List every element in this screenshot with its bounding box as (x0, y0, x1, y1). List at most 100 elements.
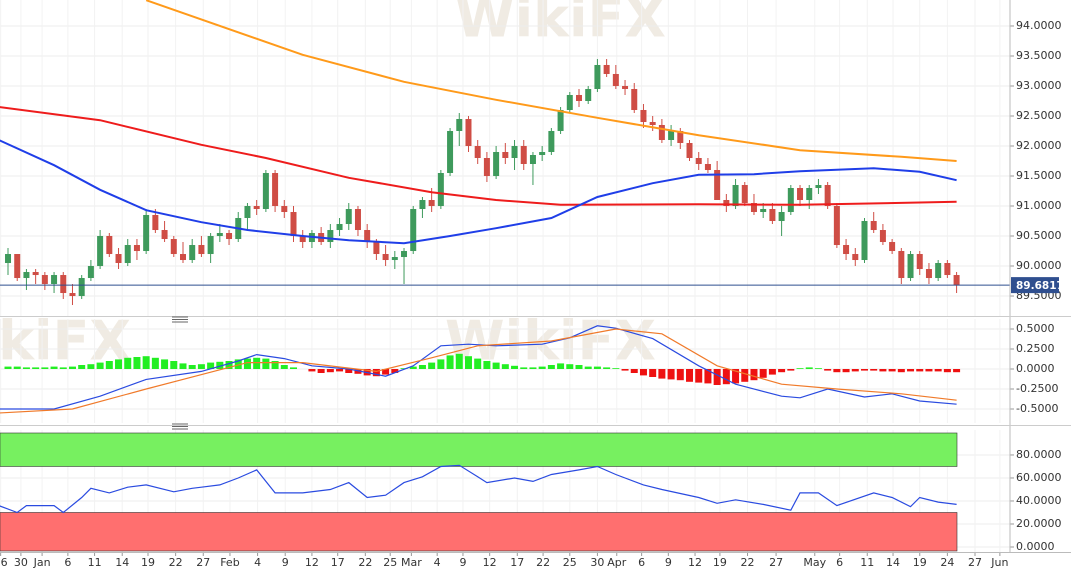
x-tick-label: 12 (483, 556, 497, 569)
candle-body (474, 145, 481, 158)
x-tick-label: 30 (590, 556, 604, 569)
candle-body (833, 206, 840, 246)
x-tick-label: 6 (64, 556, 71, 569)
histogram-bar (382, 369, 390, 375)
y-tick-label: 92.0000 (1016, 139, 1062, 152)
histogram-bar (87, 364, 95, 369)
candle-body (299, 236, 306, 243)
candle-body (170, 239, 177, 255)
histogram-bar (732, 369, 740, 384)
x-tick-label: 22 (358, 556, 372, 569)
candle-body (493, 151, 500, 177)
candle-body (253, 206, 260, 210)
histogram-bar (529, 367, 537, 369)
y-tick-label: 91.0000 (1016, 199, 1062, 212)
histogram-bar (243, 358, 251, 369)
histogram-bar (50, 366, 58, 369)
watermark: WikiFX (455, 0, 666, 50)
histogram-bar (32, 367, 40, 369)
histogram-bar (750, 369, 758, 381)
candle-body (447, 130, 454, 174)
x-tick-label: 9 (665, 556, 672, 569)
candle-body (750, 203, 757, 213)
histogram-bar (207, 362, 215, 369)
candle-body (345, 209, 352, 225)
candle-body (244, 206, 251, 219)
histogram-bar (179, 363, 187, 369)
candle-body (870, 221, 877, 231)
histogram-bar (584, 366, 592, 369)
candle-body (898, 251, 905, 279)
candle-body (161, 230, 168, 240)
histogram-bar (464, 356, 472, 369)
histogram-bar (78, 365, 86, 369)
candle-body (179, 254, 186, 261)
candle-body (778, 212, 785, 222)
y-tick-label: 90.0000 (1016, 259, 1062, 272)
histogram-bar (778, 369, 786, 373)
candle-body (354, 209, 361, 231)
histogram-bar (695, 369, 703, 383)
candle-body (78, 278, 85, 297)
candle-body (935, 263, 942, 279)
histogram-bar (953, 369, 961, 373)
candle-body (658, 124, 665, 140)
x-tick-label: 12 (688, 556, 702, 569)
histogram-bar (538, 366, 546, 369)
histogram-bar (234, 359, 242, 369)
candle-body (5, 254, 12, 264)
plot (0, 0, 1010, 552)
x-tick-label: 22 (741, 556, 755, 569)
x-tick-label: 11 (88, 556, 102, 569)
histogram-bar (787, 369, 795, 371)
x-tick-label: 27 (769, 556, 783, 569)
resize-handle[interactable] (172, 423, 188, 430)
histogram-bar (741, 369, 749, 382)
candle-body (760, 209, 767, 213)
y-tick-label: 0.0000 (1016, 540, 1055, 553)
histogram-bar (326, 369, 334, 373)
y-tick-label: 93.5000 (1016, 49, 1062, 62)
histogram-bar (547, 365, 555, 369)
histogram-bar (888, 369, 896, 372)
histogram-bar (474, 358, 482, 369)
candle-body (133, 245, 140, 252)
histogram-bar (133, 357, 141, 369)
x-tick-label: Apr (607, 556, 627, 569)
histogram-bar (170, 361, 178, 369)
candle-body (281, 206, 288, 213)
candle-body (152, 215, 159, 231)
histogram-bar (161, 359, 169, 369)
x-tick-label: 11 (860, 556, 874, 569)
histogram-bar (124, 357, 132, 369)
candle-body (824, 185, 831, 207)
x-tick-label: 9 (459, 556, 466, 569)
candle-body (115, 254, 122, 264)
x-tick-label: 25 (383, 556, 397, 569)
x-tick-label: 12 (305, 556, 319, 569)
candle-body (622, 85, 629, 89)
candle-body (852, 254, 859, 261)
candle-body (953, 275, 960, 286)
histogram-bar (501, 364, 509, 369)
y-tick-label: 80.0000 (1016, 448, 1062, 461)
watermarks: WikiFX WikiFX WikiFX (0, 0, 666, 373)
histogram-bar (925, 369, 933, 372)
candle-body (216, 233, 223, 237)
panel (0, 325, 961, 414)
candle-body (401, 251, 408, 258)
x-tick-label: 19 (713, 556, 727, 569)
histogram-bar (13, 366, 21, 369)
histogram-bar (4, 366, 12, 369)
histogram-bar (216, 361, 224, 369)
candle-body (557, 109, 564, 131)
x-tick-label: 24 (940, 556, 954, 569)
candle-body (69, 293, 76, 297)
histogram-bar (68, 366, 76, 369)
y-tick-label: 90.5000 (1016, 229, 1062, 242)
histogram-bar (437, 359, 445, 369)
last-price-label: 89.6817 (1016, 280, 1064, 292)
candle-body (787, 188, 794, 213)
resize-handle[interactable] (172, 316, 188, 323)
